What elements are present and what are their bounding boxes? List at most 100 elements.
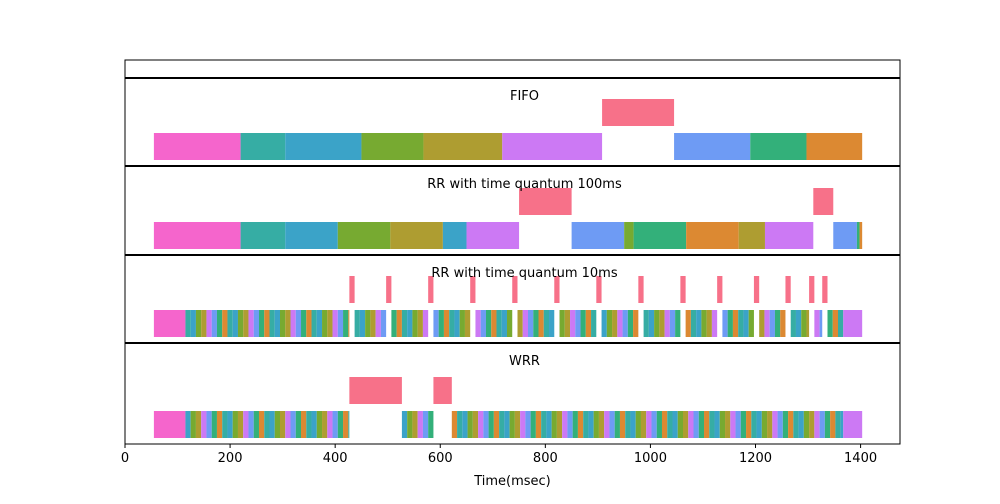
quantum-slice [835, 411, 841, 438]
quantum-slice [248, 310, 254, 337]
quantum-slice [290, 310, 296, 337]
quantum-slice [253, 411, 259, 438]
quantum-slice [499, 411, 505, 438]
quantum-slice [819, 411, 825, 438]
quantum-slice [630, 411, 636, 438]
quantum-slice [422, 310, 429, 337]
process-segment [833, 222, 857, 249]
quantum-slice [643, 310, 649, 337]
process-segment [519, 188, 572, 215]
quantum-slice [580, 310, 586, 337]
quantum-slice [735, 411, 741, 438]
quantum-slice [788, 411, 794, 438]
quantum-slice [337, 411, 344, 438]
quantum-slice [348, 411, 350, 438]
quantum-slice [290, 411, 296, 438]
quantum-slice [396, 310, 402, 337]
quantum-slice [264, 411, 270, 438]
quantum-slice [185, 310, 191, 337]
process-segment [153, 222, 241, 249]
quantum-slice [774, 310, 781, 337]
quantum-slice [627, 310, 634, 337]
quantum-slice [237, 310, 244, 337]
quantum-slice [651, 411, 657, 438]
process-segment [153, 310, 186, 337]
panel-title: RR with time quantum 10ms [431, 266, 617, 281]
quantum-slice [803, 411, 810, 438]
quantum-slice [577, 411, 584, 438]
process-segment [470, 276, 476, 303]
quantum-slice [701, 310, 707, 337]
quantum-slice [517, 310, 523, 337]
quantum-slice [264, 310, 270, 337]
process-segment [753, 276, 760, 303]
quantum-slice [258, 411, 265, 438]
quantum-slice [201, 310, 207, 337]
quantum-slice [332, 310, 338, 337]
quantum-slice [588, 411, 594, 438]
quantum-slice [570, 310, 576, 337]
quantum-slice [625, 411, 631, 438]
quantum-slice [772, 411, 778, 438]
quantum-slice [253, 310, 259, 337]
x-axis-label: Time(msec) [473, 474, 551, 489]
quantum-slice [311, 310, 317, 337]
quantum-slice [559, 310, 565, 337]
quantum-slice [401, 411, 408, 438]
quantum-slice [417, 411, 423, 438]
quantum-slice [614, 411, 620, 438]
quantum-slice [243, 411, 249, 438]
quantum-slice [714, 411, 720, 438]
quantum-slice [375, 310, 381, 337]
quantum-slice [761, 411, 768, 438]
quantum-slice [348, 310, 350, 337]
quantum-slice [496, 310, 502, 337]
quantum-slice [422, 411, 429, 438]
process-segment [596, 276, 602, 303]
quantum-slice [311, 411, 317, 438]
x-tick-label: 600 [428, 451, 453, 466]
quantum-slice [522, 310, 528, 337]
quantum-slice [417, 310, 423, 337]
quantum-slice [412, 411, 418, 438]
quantum-slice [585, 310, 592, 337]
quantum-slice [332, 411, 338, 438]
quantum-slice [751, 411, 757, 438]
quantum-slice [535, 411, 542, 438]
process-segment [674, 133, 751, 160]
quantum-slice [211, 310, 217, 337]
quantum-slice [316, 310, 323, 337]
quantum-slice [583, 411, 589, 438]
quantum-slice [696, 310, 702, 337]
quantum-slice [814, 310, 820, 337]
quantum-slice [838, 310, 844, 337]
process-segment [285, 222, 338, 249]
quantum-slice [274, 411, 280, 438]
quantum-slice [764, 310, 770, 337]
quantum-slice [648, 310, 655, 337]
quantum-slice [806, 310, 810, 337]
quantum-slice [722, 310, 728, 337]
quantum-slice [748, 310, 754, 337]
quantum-slice [462, 411, 468, 438]
quantum-slice [830, 411, 836, 438]
quantum-slice [622, 310, 628, 337]
quantum-slice [520, 411, 526, 438]
quantum-slice [659, 310, 665, 337]
process-segment [809, 276, 815, 303]
quantum-slice [258, 310, 265, 337]
quantum-slice [672, 411, 678, 438]
process-segment [502, 133, 603, 160]
quantum-slice [480, 310, 486, 337]
quantum-slice [567, 411, 573, 438]
quantum-slice [227, 411, 233, 438]
quantum-slice [683, 411, 689, 438]
quantum-slice [795, 310, 802, 337]
quantum-slice [746, 411, 752, 438]
process-segment [361, 133, 424, 160]
quantum-slice [677, 411, 683, 438]
quantum-slice [365, 310, 371, 337]
quantum-slice [269, 411, 275, 438]
quantum-slice [819, 310, 823, 337]
